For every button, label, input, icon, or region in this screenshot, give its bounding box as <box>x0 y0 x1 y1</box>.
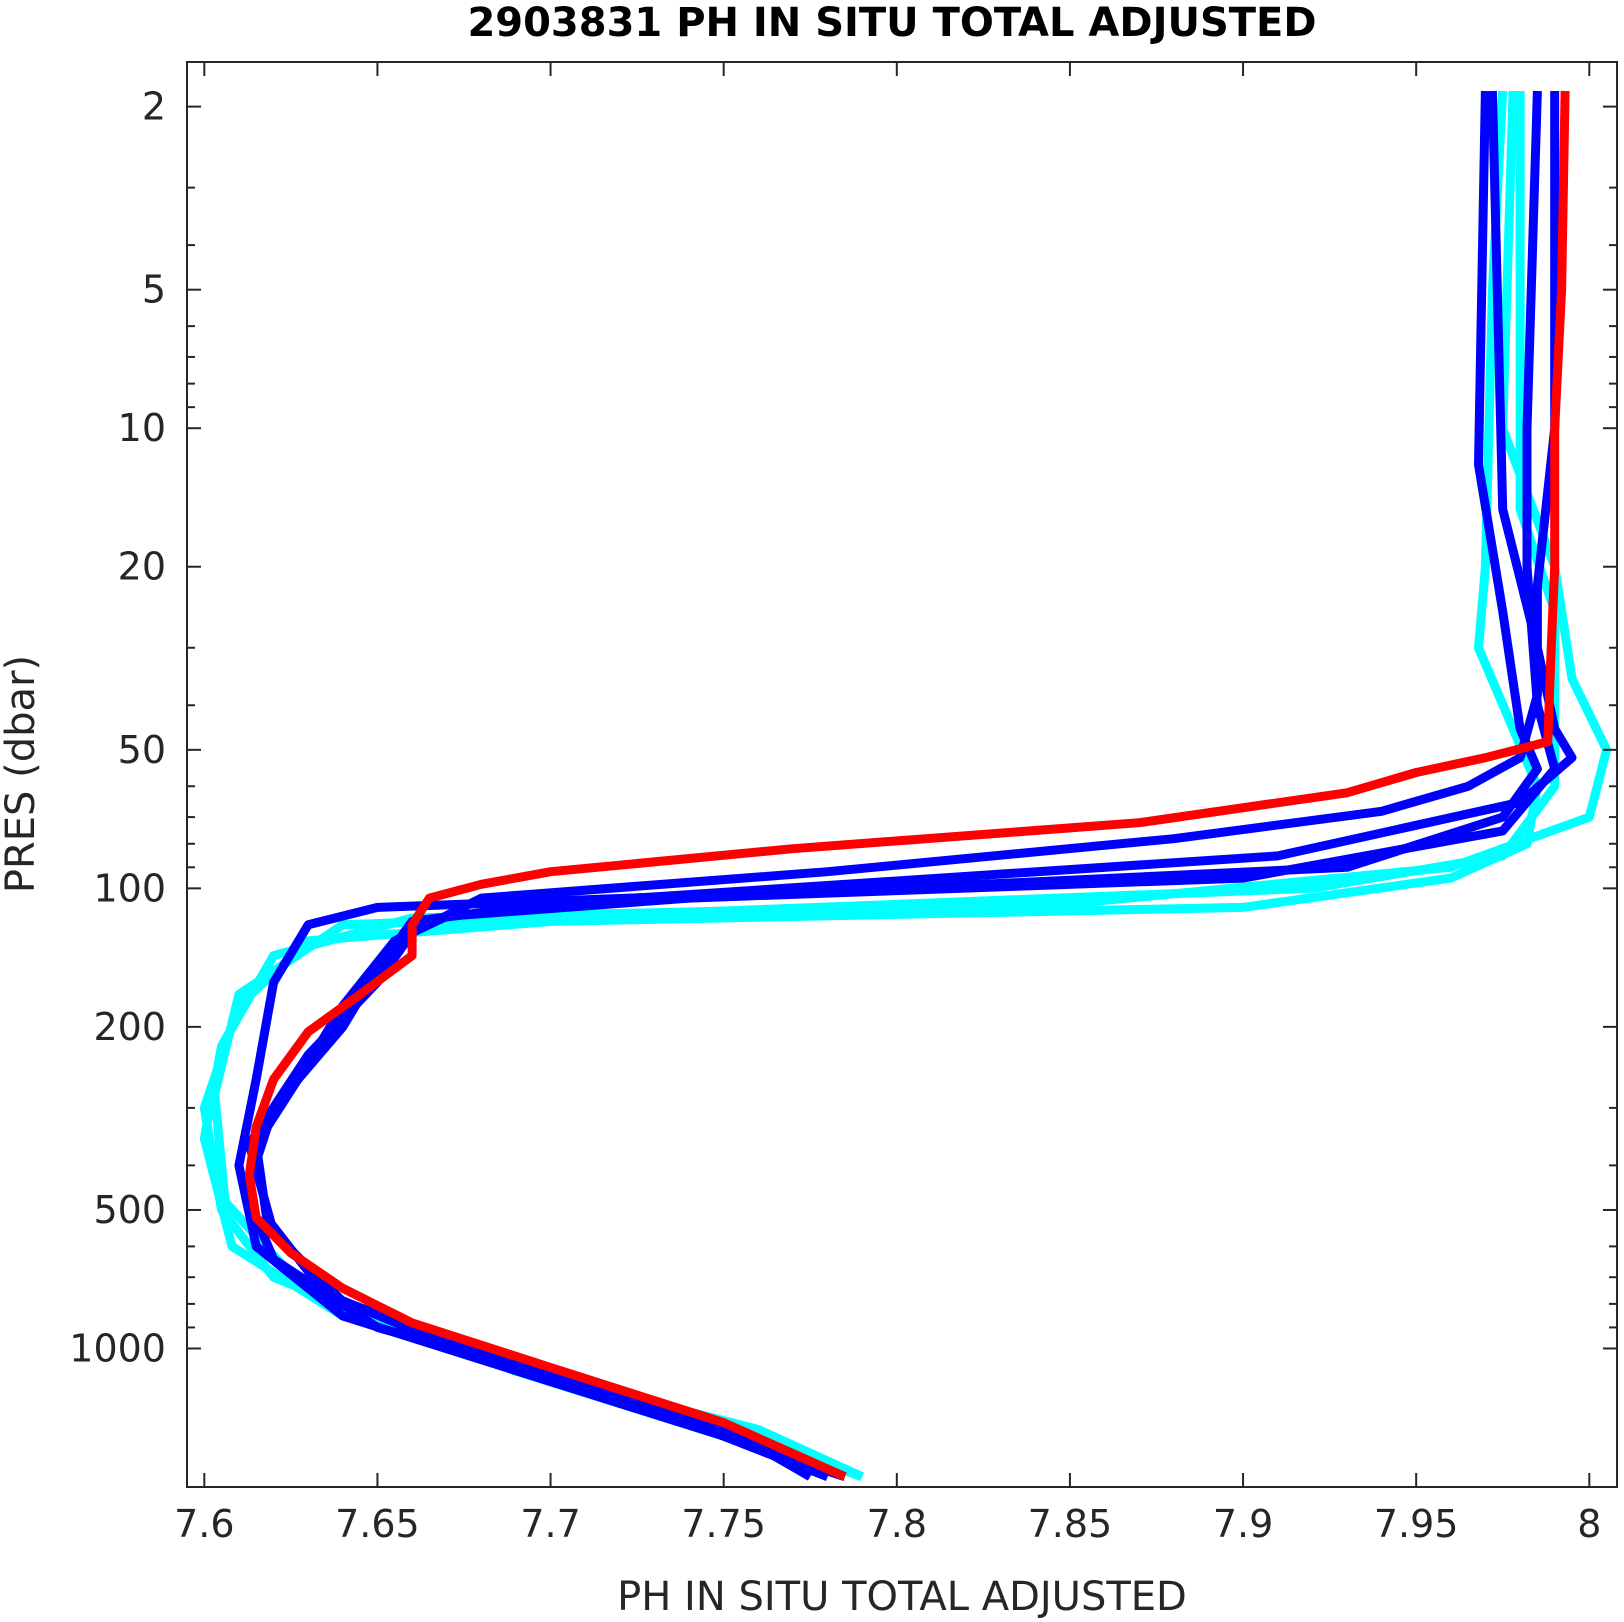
y-tick-label: 2 <box>142 85 166 129</box>
x-tick-label: 7.95 <box>1374 1502 1459 1546</box>
series-line-7 <box>244 91 1560 1481</box>
x-tick-label: 7.65 <box>335 1502 420 1546</box>
x-tick-label: 7.7 <box>520 1502 580 1546</box>
y-tick-label: 200 <box>93 1005 166 1049</box>
chart-title: 2903831 PH IN SITU TOTAL ADJUSTED <box>467 0 1316 46</box>
x-axis-label: PH IN SITU TOTAL ADJUSTED <box>617 1574 1187 1620</box>
y-axis-label: PRES (dbar) <box>0 655 44 893</box>
axis-ticks <box>187 62 1617 1487</box>
plot-lines <box>199 90 1612 1481</box>
y-tick-label: 50 <box>118 728 166 772</box>
series-line-3 <box>210 91 1560 1481</box>
series-line-1 <box>199 90 1542 1481</box>
y-tick-label: 5 <box>142 268 166 312</box>
series-line-8 <box>244 90 1570 1481</box>
y-tick-label: 1000 <box>69 1326 166 1370</box>
series-line-6 <box>251 90 1560 1481</box>
x-tick-label: 8 <box>1577 1502 1601 1546</box>
x-tick-label: 7.9 <box>1213 1502 1273 1546</box>
axis-tick-labels: 7.6 7.65 7.7 7.75 7.8 7.85 7.9 7.95 8 2 5 10 20 50 100… <box>69 85 1601 1546</box>
x-tick-label: 7.75 <box>681 1502 766 1546</box>
y-tick-label: 20 <box>118 545 166 589</box>
y-tick-label: 100 <box>93 866 166 910</box>
y-tick-label: 500 <box>93 1188 166 1232</box>
series-line-2 <box>199 90 1612 1481</box>
x-tick-label: 7.85 <box>1028 1502 1113 1546</box>
y-tick-label: 10 <box>118 406 166 450</box>
plot-frame <box>186 61 1618 1488</box>
x-tick-label: 7.6 <box>174 1502 234 1546</box>
x-tick-label: 7.8 <box>867 1502 927 1546</box>
series-line-4 <box>234 90 1542 1481</box>
